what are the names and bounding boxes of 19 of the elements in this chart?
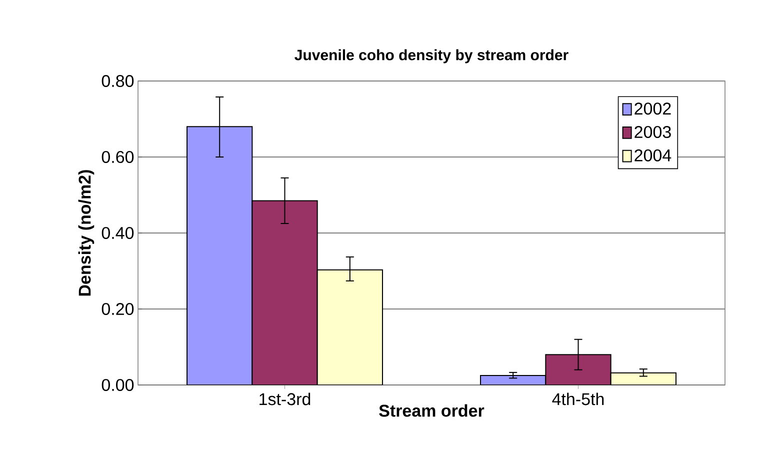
x-tick-label: 1st-3rd bbox=[260, 392, 310, 406]
bar bbox=[252, 200, 318, 385]
bar bbox=[316, 269, 383, 385]
y-axis-title: Density (no/m2) bbox=[78, 170, 94, 296]
y-tick-label: 0.40 bbox=[102, 226, 134, 240]
bar bbox=[610, 372, 676, 385]
chart-title: Juvenile coho density by stream order bbox=[294, 49, 568, 64]
legend-label: 2004 bbox=[634, 149, 672, 162]
y-tick-label: 0.80 bbox=[102, 74, 134, 88]
y-tick-label: 0.60 bbox=[102, 150, 134, 164]
bar bbox=[186, 126, 253, 385]
y-tick-label: 0.20 bbox=[102, 302, 134, 316]
bar bbox=[480, 374, 546, 385]
bar bbox=[545, 354, 612, 385]
x-tick-label: 4th-5th bbox=[552, 392, 604, 406]
legend-label: 2003 bbox=[634, 126, 671, 138]
y-tick-label: 0.00 bbox=[102, 378, 134, 392]
legend-label: 2002 bbox=[634, 102, 671, 115]
x-axis-title: Stream order bbox=[379, 404, 484, 417]
